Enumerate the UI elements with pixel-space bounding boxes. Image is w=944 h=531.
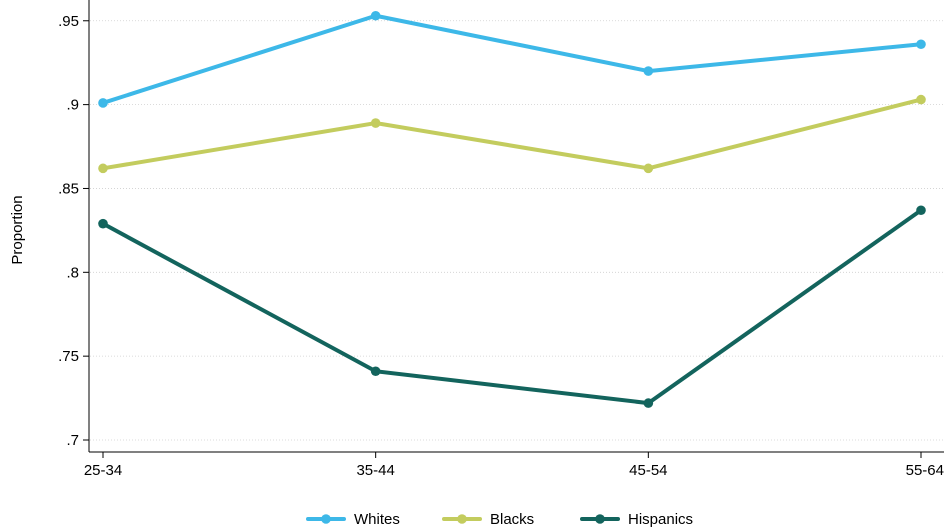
series — [98, 10, 926, 408]
legend-swatch-marker — [595, 514, 605, 524]
y-tick-label: .8 — [66, 264, 79, 281]
data-point — [370, 366, 381, 377]
legend-item-hispanics: Hispanics — [580, 511, 693, 528]
x-axis-ticks: 25-34 35-44 45-54 55-64 — [84, 452, 944, 479]
x-tick-label: 25-34 — [84, 462, 122, 479]
x-tick-label: 35-44 — [356, 462, 394, 479]
legend-item-blacks: Blacks — [442, 511, 534, 528]
legend-label: Blacks — [490, 511, 534, 528]
y-tick-label: .7 — [66, 432, 79, 449]
data-point — [916, 39, 926, 50]
data-point — [98, 163, 108, 174]
data-point — [916, 205, 926, 216]
grid — [90, 20, 944, 441]
y-axis-title: Proportion — [9, 195, 26, 264]
legend: Whites Blacks Hispanics — [306, 511, 693, 528]
data-point — [643, 398, 654, 408]
legend-label: Hispanics — [628, 511, 693, 528]
y-tick-label: .75 — [58, 348, 79, 365]
series-line — [101, 97, 923, 171]
x-tick-label: 45-54 — [629, 462, 667, 479]
series-hispanics — [98, 205, 926, 408]
y-tick-label: .85 — [58, 180, 79, 197]
data-point — [98, 98, 108, 108]
legend-swatch-marker — [457, 514, 467, 524]
legend-swatch-marker — [321, 514, 331, 524]
data-point — [643, 66, 654, 76]
series-line — [101, 208, 923, 406]
data-point — [370, 118, 381, 128]
y-tick-label: .95 — [58, 13, 79, 30]
data-point — [643, 163, 654, 174]
data-point — [916, 94, 926, 105]
series-blacks — [98, 94, 926, 174]
data-point — [370, 10, 381, 21]
legend-item-whites: Whites — [306, 511, 400, 528]
data-point — [98, 218, 108, 229]
series-whites — [98, 10, 926, 108]
x-tick-label: 55-64 — [906, 462, 944, 479]
y-tick-label: .9 — [66, 97, 79, 114]
axes — [88, 0, 944, 453]
series-line — [101, 13, 923, 105]
y-axis-ticks: .7 .75 .8 .85 .9 .95 — [58, 13, 89, 449]
legend-label: Whites — [354, 511, 400, 528]
